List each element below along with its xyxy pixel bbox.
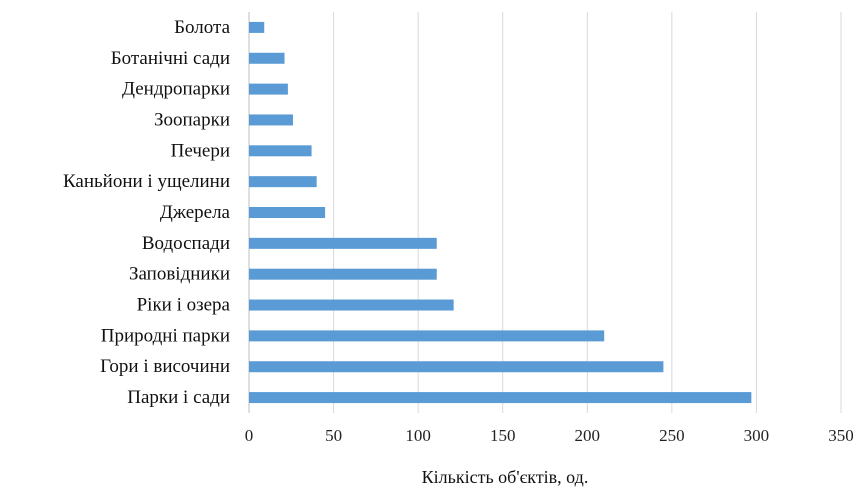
category-label: Зоопарки (154, 109, 230, 130)
bar (249, 361, 664, 373)
category-labels: Болота Ботанічні сади Дендропарки Зоопарки П… (63, 17, 231, 408)
bar (249, 268, 437, 280)
category-label: Природні парки (101, 325, 230, 346)
bar (249, 392, 752, 404)
bar (249, 114, 293, 126)
bars (249, 21, 752, 404)
bar (249, 176, 317, 188)
x-tick-label: 150 (490, 426, 516, 445)
x-tick-label: 250 (659, 426, 685, 445)
category-label: Болота (174, 17, 230, 38)
category-label: Печери (171, 140, 230, 161)
x-tick-label: 100 (405, 426, 431, 445)
bar (249, 145, 312, 157)
bar (249, 207, 326, 218)
category-label: Джерела (160, 202, 231, 223)
category-label: Гори і височини (100, 356, 230, 377)
category-label: Дендропарки (122, 79, 230, 100)
category-label: Заповідники (129, 264, 230, 285)
category-label: Парки і сади (127, 387, 230, 408)
category-label: Ботанічні сади (111, 48, 230, 69)
category-label: Ріки і озера (137, 295, 231, 316)
bar (249, 237, 437, 249)
x-tick-label: 50 (325, 426, 342, 445)
x-tick-label: 350 (828, 426, 854, 445)
category-label: Каньйони і ущелини (63, 171, 230, 192)
bar (249, 83, 288, 95)
bar (249, 52, 285, 64)
bar (249, 21, 265, 33)
bar (249, 330, 605, 342)
x-tick-label: 200 (575, 426, 601, 445)
x-tick-label: 300 (744, 426, 770, 445)
bar (249, 299, 454, 311)
category-label: Водоспади (142, 233, 230, 254)
gridlines (248, 12, 842, 413)
x-tick-label: 0 (245, 426, 254, 445)
x-axis-title: Кількість об'єктів, од. (422, 467, 589, 487)
x-tick-labels: 0 50 100 150 200 250 300 350 (245, 426, 854, 445)
